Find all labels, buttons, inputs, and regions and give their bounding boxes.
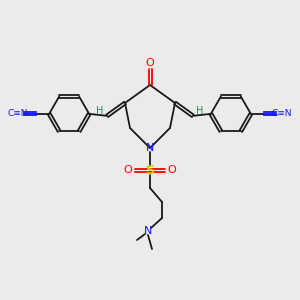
Text: H: H: [196, 106, 203, 116]
Text: C≡N: C≡N: [8, 110, 29, 118]
Text: S: S: [146, 164, 154, 176]
Text: O: O: [124, 165, 132, 175]
Text: O: O: [168, 165, 176, 175]
Text: O: O: [146, 58, 154, 68]
Text: N: N: [144, 226, 152, 236]
Text: H: H: [97, 106, 104, 116]
Text: C≡N: C≡N: [272, 110, 292, 118]
Text: N: N: [146, 143, 154, 153]
